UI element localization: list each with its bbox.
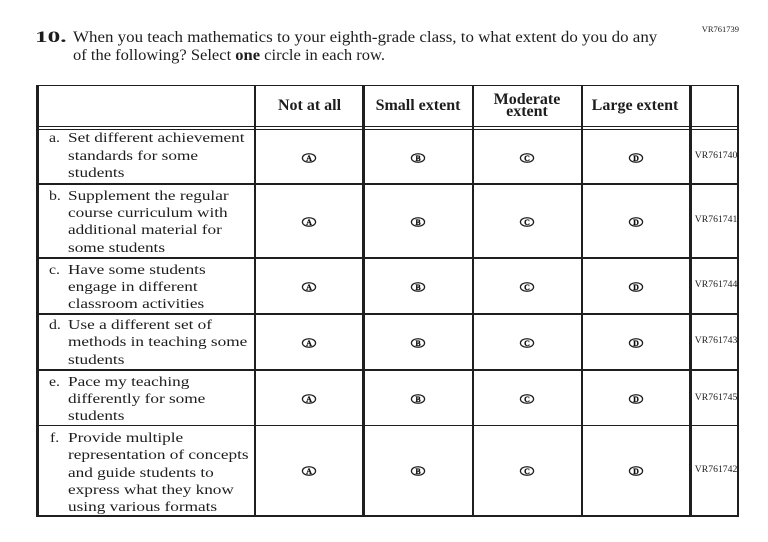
svg-text:D: D: [633, 339, 639, 348]
svg-text:C: C: [524, 154, 530, 163]
svg-text:D: D: [633, 218, 639, 227]
svg-text:C: C: [524, 466, 530, 475]
svg-text:B: B: [415, 466, 421, 475]
svg-text:B: B: [415, 395, 421, 404]
svg-text:A: A: [306, 466, 312, 475]
svg-text:C: C: [524, 339, 530, 348]
svg-text:C: C: [524, 283, 530, 292]
svg-text:A: A: [306, 218, 312, 227]
svg-text:D: D: [633, 154, 639, 163]
svg-text:B: B: [415, 283, 421, 292]
svg-text:C: C: [524, 218, 530, 227]
svg-text:B: B: [415, 218, 421, 227]
svg-text:D: D: [633, 395, 639, 404]
svg-text:A: A: [306, 339, 312, 348]
svg-text:A: A: [306, 283, 312, 292]
svg-text:D: D: [633, 283, 639, 292]
svg-text:D: D: [633, 466, 639, 475]
svg-text:C: C: [524, 395, 530, 404]
svg-text:B: B: [415, 154, 421, 163]
svg-text:B: B: [415, 339, 421, 348]
svg-text:A: A: [306, 395, 312, 404]
svg-text:A: A: [306, 154, 312, 163]
